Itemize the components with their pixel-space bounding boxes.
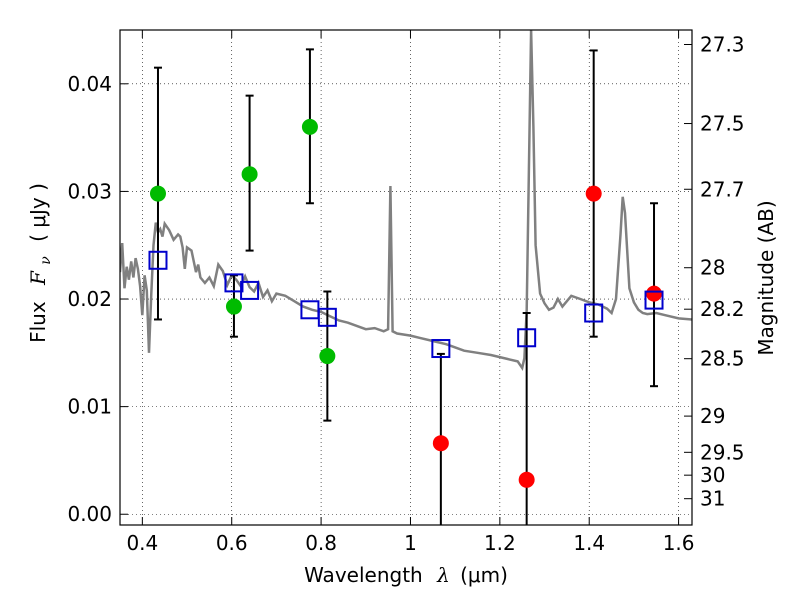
- data-point-circle: [319, 348, 336, 365]
- data-point-circle: [225, 298, 242, 315]
- y-tick-label: 0.01: [67, 395, 112, 419]
- x-tick-label: 0.8: [305, 531, 337, 555]
- y2-tick-label: 27.5: [700, 112, 745, 136]
- x-tick-label: 0.4: [126, 531, 158, 555]
- x-tick-label: 0.6: [216, 531, 248, 555]
- y-axis-label: Flux F ν ( μJy ): [26, 183, 55, 343]
- y2-tick-label: 27.3: [700, 33, 745, 57]
- x-tick-label: 1.6: [663, 531, 695, 555]
- model-spectrum: [120, 30, 692, 371]
- y2-tick-label: 28.5: [700, 347, 745, 371]
- data-point-circle: [241, 166, 258, 183]
- data-point-circle: [585, 185, 602, 202]
- x-axis-label: Wavelength λ (μm): [304, 563, 508, 587]
- right-axis-label: Magnitude (AB): [754, 200, 778, 355]
- data-point-square: [517, 328, 537, 348]
- axis-ticks: 0.4 0.6 0.8 1 1.2 1.4 1.6 0.00 0.01 0.02 0.03 0.04 2…: [67, 30, 745, 555]
- data-point-circle: [149, 185, 166, 202]
- y-tick-label: 0.00: [67, 502, 112, 526]
- data-point-square: [584, 303, 604, 323]
- data-point-square: [317, 307, 337, 327]
- error-bars: [153, 48, 659, 525]
- spectrum-line: [120, 30, 692, 371]
- data-point-square: [431, 339, 451, 359]
- y2-tick-label: 29: [700, 404, 725, 428]
- data-points: [148, 118, 664, 488]
- plot-frame: [119, 29, 693, 526]
- data-point-square: [148, 250, 168, 270]
- y2-tick-label: 28: [700, 256, 725, 280]
- x-tick-label: 1.2: [484, 531, 516, 555]
- y-tick-label: 0.02: [67, 287, 112, 311]
- y2-tick-label: 31: [700, 487, 725, 511]
- x-tick-label: 1: [404, 531, 417, 555]
- data-point-square: [644, 290, 664, 310]
- x-tick-label: 1.4: [573, 531, 605, 555]
- data-point-circle: [301, 118, 318, 135]
- y-tick-label: 0.04: [67, 72, 112, 96]
- y2-tick-label: 30: [700, 463, 725, 487]
- y-tick-label: 0.03: [67, 179, 112, 203]
- data-point-circle: [518, 471, 535, 488]
- y2-tick-label: 27.7: [700, 177, 745, 201]
- data-point-circle: [646, 285, 663, 302]
- grid-lines: [120, 30, 692, 525]
- data-point-square: [240, 280, 260, 300]
- y2-tick-label: 29.5: [700, 440, 745, 464]
- y2-tick-label: 28.2: [700, 297, 745, 321]
- data-point-circle: [432, 435, 449, 452]
